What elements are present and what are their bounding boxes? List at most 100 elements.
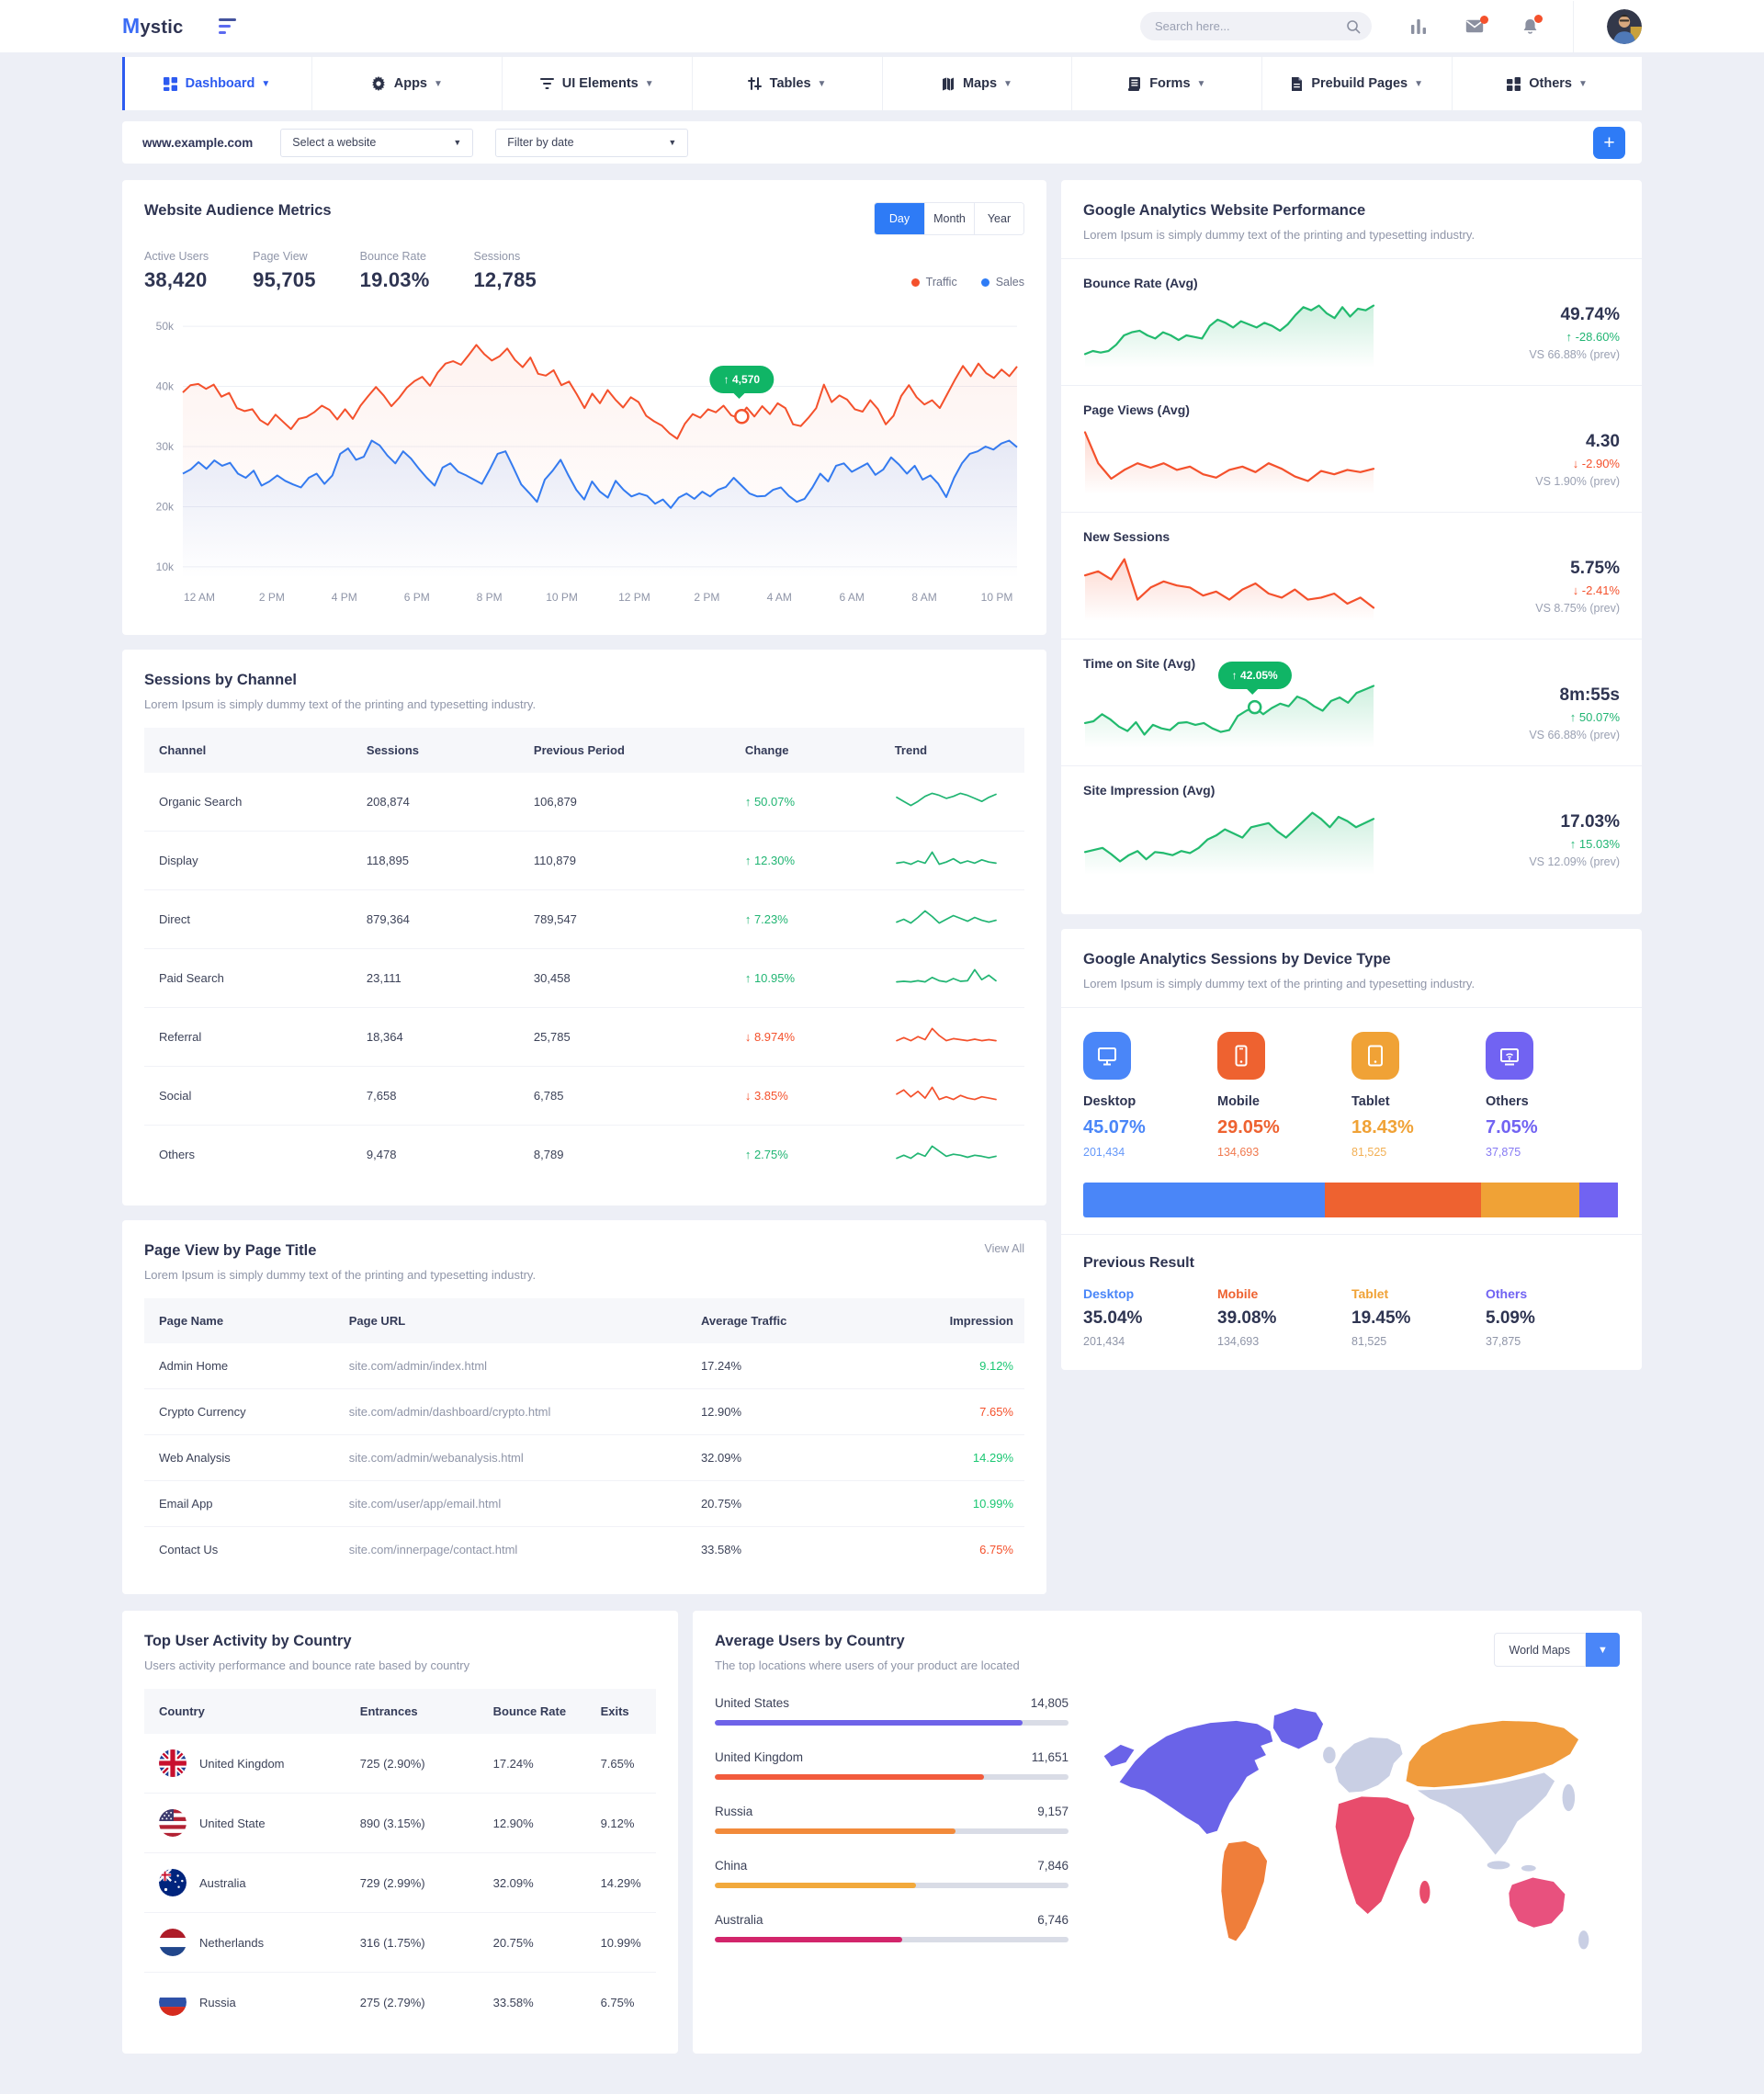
date-filter-select[interactable]: Filter by date ▼ <box>495 128 689 157</box>
bounce-rate-value: 20.75% <box>481 1912 590 1973</box>
world-maps-dropdown[interactable]: World Maps ▼ <box>1493 1633 1620 1667</box>
legend-sales: Sales <box>980 276 1024 289</box>
toggle-year[interactable]: Year <box>974 203 1023 234</box>
table-row: United Kingdom 725 (2.90%) 17.24% 7.65% <box>144 1734 656 1794</box>
menu-toggle-icon[interactable] <box>218 18 236 34</box>
page-url: site.com/innerpage/contact.html <box>348 1543 518 1556</box>
user-avatar[interactable] <box>1607 8 1642 44</box>
table-row: Referral 18,364 25,785 ↓ 8.974% <box>144 1007 1024 1067</box>
nav-item-tables[interactable]: Tables ▼ <box>693 57 883 110</box>
nav-item-ui-elements[interactable]: UI Elements ▼ <box>503 57 693 110</box>
table-row: Paid Search 23,111 30,458 ↑ 10.95% <box>144 948 1024 1008</box>
previous-period-value: 110,879 <box>522 831 734 890</box>
page-title: Website Audience Metrics <box>144 202 332 219</box>
entrances-value: 729 (2.99%) <box>348 1852 482 1913</box>
svg-text:40k: 40k <box>156 380 175 393</box>
table-header-row: Page Name Page URL Average Traffic Impre… <box>144 1298 1024 1343</box>
exits-value: 9.12% <box>589 1793 656 1853</box>
previous-period-value: 8,789 <box>533 1148 564 1161</box>
country-bar-row: United Kingdom 11,651 <box>715 1750 1069 1780</box>
flag-uk-icon <box>159 1749 187 1777</box>
nav-item-forms[interactable]: Forms ▼ <box>1072 57 1263 110</box>
nav-item-apps[interactable]: Apps ▼ <box>312 57 503 110</box>
stat-page-view: Page View 95,705 <box>253 250 316 291</box>
metric-sparkline <box>1083 421 1375 499</box>
previous-mobile: Mobile 39.08% 134,693 <box>1217 1286 1351 1348</box>
metric-sparkline <box>1083 294 1375 372</box>
site-domain: www.example.com <box>142 135 254 150</box>
chevron-down-icon: ▼ <box>1577 78 1588 89</box>
device-count: 37,875 <box>1486 1146 1521 1159</box>
metric-previous: VS 1.90% (prev) <box>1535 475 1620 488</box>
nav-item-maps[interactable]: Maps ▼ <box>883 57 1073 110</box>
search-box[interactable] <box>1140 12 1372 40</box>
chevron-down-icon: ▼ <box>261 78 271 89</box>
nav-item-others[interactable]: Others ▼ <box>1453 57 1642 110</box>
table-row: Display 118,895 110,879 ↑ 12.30% <box>144 831 1024 890</box>
metric-previous: VS 8.75% (prev) <box>1535 602 1620 615</box>
table-row: Organic Search 208,874 106,879 ↑ 50.07% <box>144 773 1024 832</box>
entrances-value: 275 (2.79%) <box>359 1995 425 2009</box>
performance-metrics: Bounce Rate (Avg) 49.74% ↑ -28.60% VS 66… <box>1061 258 1642 892</box>
filter-bar: www.example.com Select a website ▼ Filter… <box>122 121 1642 164</box>
country-users: 7,846 <box>1037 1859 1069 1873</box>
alerts-bell-icon[interactable] <box>1522 14 1543 35</box>
performance-metric: Time on Site (Avg) ↑ 42.05% 8m:55s ↑ 50.… <box>1061 639 1642 765</box>
metric-value: 5.75% <box>1570 559 1620 578</box>
top-activity-card: Top User Activity by Country Users activ… <box>122 1611 678 2054</box>
chevron-down-icon: ▼ <box>433 78 443 89</box>
channels-table: Channel Sessions Previous Period Change … <box>144 728 1024 1183</box>
analytics-icon[interactable] <box>1410 18 1427 34</box>
toggle-month[interactable]: Month <box>924 203 974 234</box>
search-input[interactable] <box>1155 19 1346 33</box>
trend-sparkline <box>895 1086 997 1101</box>
channel-name: Paid Search <box>144 948 356 1008</box>
entrances-value: 725 (2.90%) <box>348 1734 482 1794</box>
exits-value: 7.65% <box>589 1734 656 1794</box>
page-name: Email App <box>144 1480 338 1527</box>
svg-text:30k: 30k <box>156 440 175 453</box>
website-select[interactable]: Select a website ▼ <box>280 128 474 157</box>
change-value: ↑ 12.30% <box>744 854 796 867</box>
stat-active-users: Active Users 38,420 <box>144 250 209 291</box>
table-row: Netherlands 316 (1.75%) 20.75% 10.99% <box>144 1912 656 1973</box>
metric-previous: VS 66.88% (prev) <box>1529 348 1620 361</box>
add-button[interactable]: + <box>1593 126 1625 159</box>
svg-text:2 PM: 2 PM <box>259 591 285 604</box>
chevron-down-icon: ▼ <box>1196 78 1206 89</box>
bounce-rate-value: 33.58% <box>492 1995 534 2009</box>
exits-value: 10.99% <box>589 1912 656 1973</box>
svg-text:2 PM: 2 PM <box>694 591 719 604</box>
country-name: Netherlands <box>199 1935 265 1950</box>
device-stacked-bar <box>1083 1183 1620 1217</box>
view-all-link[interactable]: View All <box>984 1242 1024 1255</box>
metric-change: ↓ -2.90% <box>1572 457 1620 470</box>
device-count: 81,525 <box>1351 1146 1387 1159</box>
sessions-value: 18,364 <box>355 1007 523 1067</box>
impression-value: 6.75% <box>979 1543 1013 1556</box>
map-icon <box>942 77 954 90</box>
sessions-value: 118,895 <box>355 831 523 890</box>
svg-text:50k: 50k <box>156 320 175 333</box>
table-row: Crypto Currency site.com/admin/dashboard… <box>144 1388 1024 1435</box>
table-row: Email App site.com/user/app/email.html 2… <box>144 1480 1024 1527</box>
audience-chart: 10k 20k 30k 40k 50k 12 AM 2 PM 4 PM 6 PM 8 PM 10 P… <box>144 305 1024 613</box>
others-icon <box>1486 1032 1533 1080</box>
stack-segment-desktop <box>1083 1183 1326 1217</box>
country-name: Australia <box>199 1875 246 1890</box>
svg-text:12 PM: 12 PM <box>618 591 650 604</box>
toggle-day[interactable]: Day <box>875 203 924 234</box>
messages-icon[interactable] <box>1465 16 1488 33</box>
page-url: site.com/admin/dashboard/crypto.html <box>337 1388 690 1435</box>
metric-previous: VS 66.88% (prev) <box>1529 729 1620 741</box>
svg-text:6 PM: 6 PM <box>404 591 430 604</box>
stat-bounce-rate: Bounce Rate 19.03% <box>359 250 430 291</box>
pages-table-body: Admin Home site.com/admin/index.html 17.… <box>144 1343 1024 1572</box>
search-icon[interactable] <box>1346 19 1361 34</box>
chevron-down-icon: ▼ <box>1003 78 1012 89</box>
channel-name: Others <box>159 1148 196 1161</box>
nav-item-prebuild-pages[interactable]: Prebuild Pages ▼ <box>1262 57 1453 110</box>
period-toggle: Day Month Year <box>874 202 1024 235</box>
nav-item-dashboard[interactable]: Dashboard ▼ <box>122 57 312 110</box>
